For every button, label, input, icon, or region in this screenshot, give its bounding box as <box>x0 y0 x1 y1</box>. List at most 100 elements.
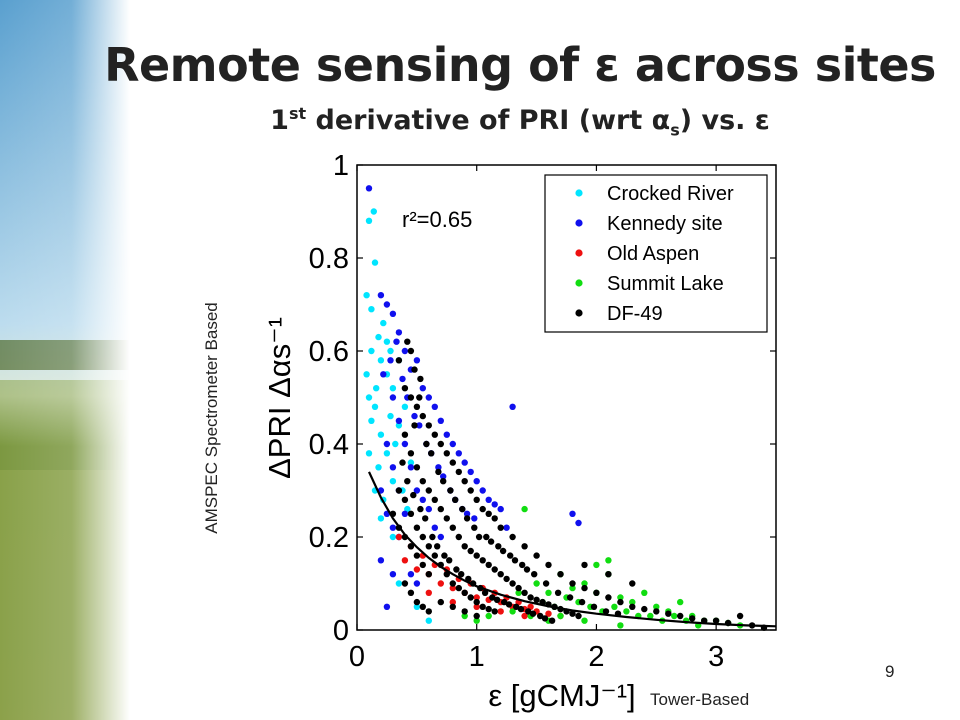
data-point <box>665 610 672 617</box>
legend-label: Crocked River <box>607 183 734 205</box>
y-tick-label: 0.8 <box>309 243 349 275</box>
data-point <box>475 533 483 541</box>
data-point <box>399 375 406 383</box>
data-point <box>483 533 490 541</box>
data-point <box>425 571 432 578</box>
data-point <box>413 464 421 471</box>
data-point <box>485 612 492 620</box>
data-point <box>617 598 624 606</box>
data-point <box>422 515 429 522</box>
data-point <box>473 478 480 485</box>
data-point <box>441 552 448 559</box>
data-point <box>377 357 385 364</box>
data-point <box>411 366 418 373</box>
data-point <box>629 603 636 610</box>
legend-marker <box>575 309 583 317</box>
data-point <box>515 584 522 592</box>
subtitle-text: derivative of PRI (wrt α <box>306 105 671 136</box>
data-point <box>419 603 426 610</box>
data-point <box>419 533 426 541</box>
data-point <box>491 566 498 573</box>
slide-title: Remote sensing of ε across sites <box>104 38 936 92</box>
data-point <box>605 557 612 564</box>
y-tick-label: 0 <box>333 615 349 647</box>
data-point <box>389 478 397 485</box>
data-point <box>497 571 504 578</box>
data-point <box>383 338 391 345</box>
data-point <box>431 552 438 559</box>
data-point <box>365 185 373 192</box>
legend-marker <box>575 249 583 257</box>
data-point <box>569 610 576 617</box>
data-point <box>419 478 426 485</box>
data-point <box>479 603 486 610</box>
data-point <box>413 580 421 587</box>
data-point <box>387 412 394 420</box>
data-point <box>365 217 373 224</box>
data-point <box>617 622 624 629</box>
data-point <box>471 515 478 522</box>
data-point <box>605 594 612 601</box>
data-point <box>578 598 586 606</box>
data-point <box>489 594 496 601</box>
data-point <box>401 403 409 410</box>
y-tick-label: 0.6 <box>309 336 349 368</box>
data-point <box>437 580 444 587</box>
data-point <box>575 519 582 527</box>
subtitle-end: ) vs. ε <box>679 105 770 136</box>
data-point <box>373 385 380 392</box>
data-point <box>429 533 436 541</box>
data-point <box>383 603 391 610</box>
data-point <box>413 566 421 573</box>
data-point <box>389 524 397 531</box>
data-point <box>519 561 526 569</box>
x-tick-label: 0 <box>349 641 365 673</box>
data-point <box>425 608 432 615</box>
legend-label: Old Aspen <box>607 243 699 265</box>
data-point <box>411 422 418 429</box>
data-point <box>617 594 624 601</box>
data-point <box>623 608 630 615</box>
data-point <box>407 464 415 471</box>
data-point <box>434 543 441 550</box>
x-axis-label: ε [gCMJ⁻¹] <box>488 678 635 713</box>
data-point <box>497 524 504 531</box>
data-point <box>417 375 424 383</box>
y-tick-label: 0.4 <box>309 429 349 461</box>
subtitle-ordinal-suffix: st <box>288 104 307 123</box>
subtitle-subscript: s <box>670 120 680 140</box>
data-point <box>425 589 432 596</box>
data-point <box>575 612 582 620</box>
data-point <box>525 608 532 615</box>
data-point <box>419 561 426 569</box>
data-point <box>545 610 552 617</box>
data-point <box>449 440 456 448</box>
data-point <box>491 515 498 522</box>
data-point <box>479 487 486 494</box>
x-side-label: Tower-Based <box>650 690 750 709</box>
data-point <box>395 329 403 336</box>
data-point <box>493 596 501 603</box>
data-point <box>537 612 544 620</box>
data-point <box>389 533 397 541</box>
data-point <box>395 422 403 429</box>
data-point <box>677 612 684 620</box>
data-point <box>467 468 474 476</box>
data-point <box>389 385 397 392</box>
data-point <box>383 301 391 308</box>
data-point <box>401 557 409 564</box>
data-point <box>419 412 426 420</box>
data-point <box>455 450 462 457</box>
data-point <box>541 615 549 622</box>
data-point <box>712 617 720 624</box>
data-point <box>368 347 375 355</box>
legend-label: Summit Lake <box>607 273 724 295</box>
y-tick-label: 1 <box>333 150 349 182</box>
data-point <box>377 515 385 522</box>
data-point <box>431 431 438 438</box>
data-point <box>629 598 636 606</box>
data-point <box>507 552 514 559</box>
data-point <box>569 510 576 517</box>
data-point <box>581 617 588 624</box>
